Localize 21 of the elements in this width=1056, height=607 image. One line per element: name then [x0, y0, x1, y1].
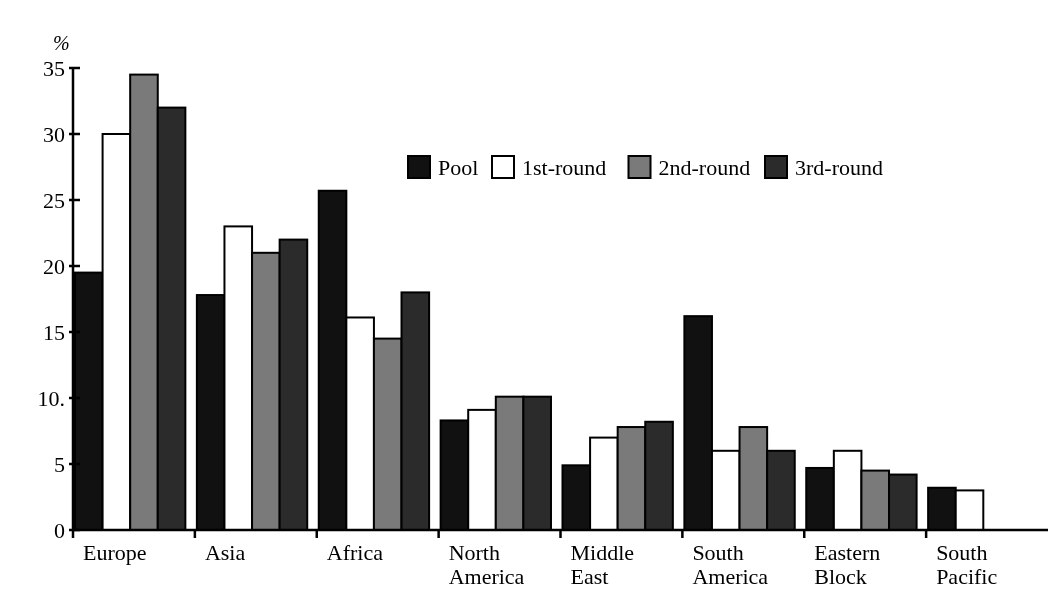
legend-label: 1st-round	[522, 155, 607, 180]
y-tick-label: 20	[43, 253, 65, 279]
x-tick-label: Europe	[83, 540, 147, 565]
y-tick-label: 30	[43, 121, 65, 147]
legend-label: 2nd-round	[658, 155, 751, 180]
x-tick-label: South America	[692, 540, 769, 589]
legend-label: 3rd-round	[795, 155, 883, 180]
y-axis-title: %	[53, 32, 70, 54]
x-tick-label: South Pacific	[936, 540, 998, 589]
y-tick-label: 15	[43, 319, 65, 345]
y-tick-label: 35	[43, 55, 65, 81]
y-tick-label: 25	[43, 187, 65, 213]
legend-label: Pool	[438, 155, 479, 180]
x-tick-label: Eastern Block	[814, 540, 881, 589]
y-tick-label: 10.	[37, 385, 65, 411]
x-tick-label: Asia	[204, 540, 246, 565]
y-tick-label: 5	[54, 451, 65, 477]
y-tick-label: 0	[54, 517, 65, 543]
x-tick-label: Middle East	[570, 540, 635, 589]
x-tick-label: Africa	[326, 540, 384, 565]
x-tick-label: North America	[448, 540, 525, 589]
